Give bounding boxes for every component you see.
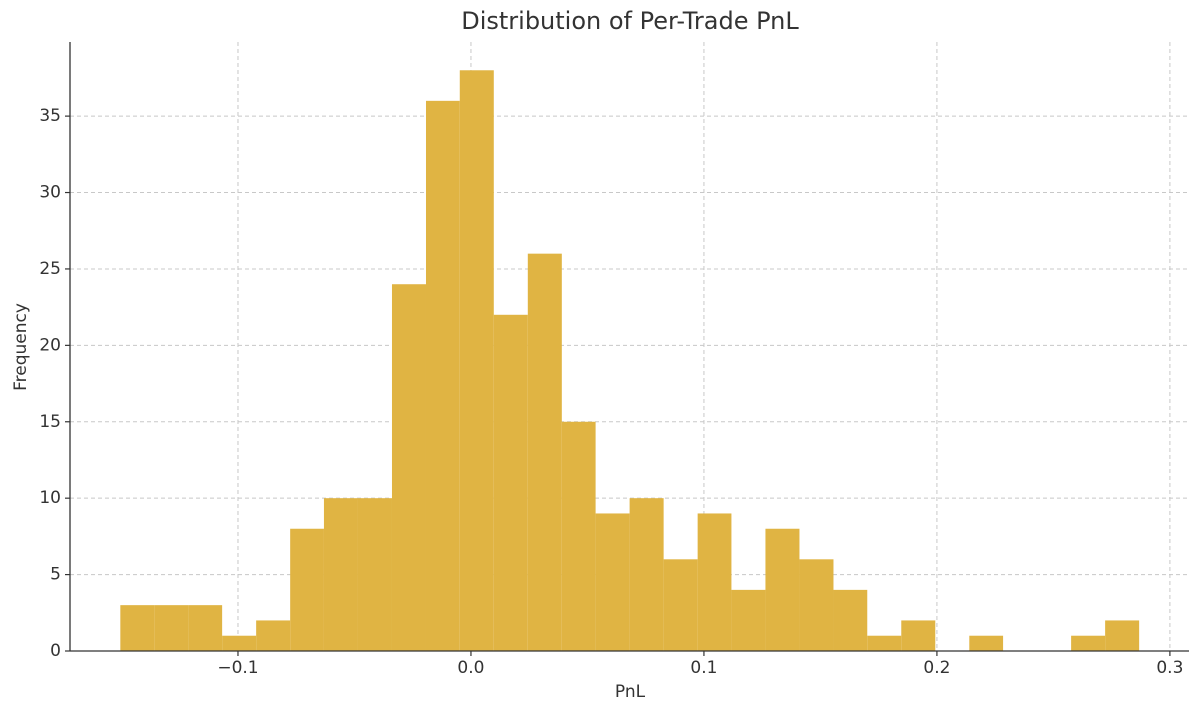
bar — [256, 620, 291, 651]
bar — [527, 253, 562, 651]
bar — [969, 635, 1004, 651]
bar — [765, 528, 800, 651]
x-tick-label: 0.1 — [690, 658, 717, 678]
bar — [799, 559, 834, 651]
x-tick-label: 0.2 — [923, 658, 950, 678]
y-tick-label: 5 — [50, 565, 61, 585]
bar — [901, 620, 936, 651]
y-tick-label: 20 — [39, 335, 61, 355]
y-tick-label: 0 — [50, 641, 61, 661]
bar — [323, 498, 358, 651]
x-axis-label: PnL — [615, 682, 646, 702]
bar — [595, 513, 630, 651]
bar — [188, 605, 223, 651]
bar — [697, 513, 732, 651]
y-tick-label: 10 — [39, 488, 61, 508]
bar — [663, 559, 698, 651]
bar — [425, 100, 460, 651]
bar — [731, 589, 766, 651]
bar — [629, 498, 664, 651]
bar — [1071, 635, 1106, 651]
bar — [154, 605, 189, 651]
x-tick-label: 0.0 — [457, 658, 484, 678]
bar — [222, 635, 257, 651]
y-tick-label: 30 — [39, 183, 61, 203]
bar — [357, 498, 392, 651]
bar — [1105, 620, 1140, 651]
y-tick-label: 25 — [39, 259, 61, 279]
y-tick-label: 35 — [39, 106, 61, 126]
bar — [561, 421, 596, 651]
y-axis-label: Frequency — [11, 303, 31, 391]
bar — [833, 589, 868, 651]
x-tick-label: 0.3 — [1156, 658, 1183, 678]
y-tick-label: 15 — [39, 412, 61, 432]
x-tick-label: −0.1 — [217, 658, 258, 678]
bar — [120, 605, 155, 651]
bar — [867, 635, 902, 651]
bar — [493, 314, 528, 651]
chart-title: Distribution of Per-Trade PnL — [461, 7, 799, 35]
bar — [391, 284, 426, 651]
bar — [459, 70, 494, 651]
bar — [290, 528, 324, 651]
